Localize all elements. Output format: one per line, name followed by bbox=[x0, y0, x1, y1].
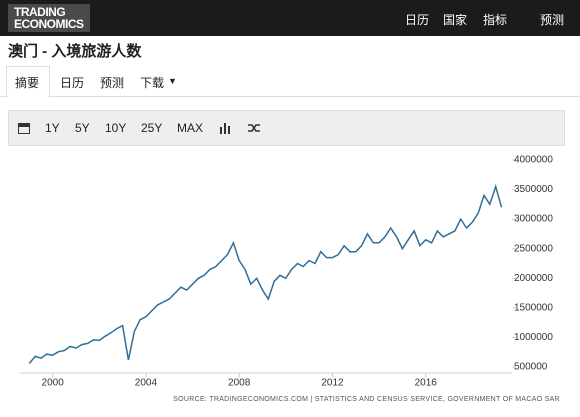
y-tick-label: 3500000 bbox=[514, 184, 553, 195]
y-tick-label: 2500000 bbox=[514, 243, 553, 254]
active-tab bbox=[6, 66, 50, 98]
range-button[interactable]: 1Y bbox=[45, 121, 60, 135]
logo[interactable]: TRADING ECONOMICS bbox=[8, 4, 90, 32]
tabs: 摘要 日历 预测 下载 ▼ bbox=[0, 66, 580, 98]
nav-link[interactable]: 日历 bbox=[405, 13, 430, 27]
shuffle-icon[interactable] bbox=[247, 122, 261, 134]
tab[interactable]: 日历 bbox=[60, 76, 85, 90]
x-tick-label: 2016 bbox=[415, 378, 438, 389]
page-title: 澳门 - 入境旅游人数 bbox=[8, 43, 142, 60]
header: TRADING ECONOMICS 日历 国家 指标 预测 bbox=[0, 0, 580, 36]
toolbar: 1Y 5Y 10Y 25Y MAX bbox=[8, 110, 565, 146]
bar-icon[interactable] bbox=[219, 122, 231, 134]
y-tick-label: 1500000 bbox=[514, 303, 553, 314]
x-tick-label: 2008 bbox=[228, 378, 251, 389]
nav-link[interactable]: 指标 bbox=[483, 13, 508, 27]
tab[interactable]: 下载 bbox=[140, 76, 165, 90]
logo-line: TRADING bbox=[14, 5, 66, 19]
y-tick-label: 500000 bbox=[514, 362, 548, 373]
source-note: SOURCE: TRADINGECONOMICS.COM | STATISTIC… bbox=[173, 396, 560, 403]
range-button[interactable]: MAX bbox=[177, 121, 204, 135]
tab[interactable]: 预测 bbox=[100, 76, 125, 90]
y-tick-label: 3000000 bbox=[514, 214, 553, 225]
nav-link[interactable]: 国家 bbox=[443, 13, 468, 27]
data-line bbox=[28, 184, 503, 364]
nav-link[interactable]: 预测 bbox=[540, 13, 565, 27]
range-button[interactable]: 25Y bbox=[141, 121, 163, 135]
calendar-icon[interactable] bbox=[17, 121, 31, 135]
tab[interactable]: 摘要 bbox=[15, 76, 40, 90]
range-button[interactable]: 5Y bbox=[75, 121, 90, 135]
y-tick-label: 2000000 bbox=[514, 273, 553, 284]
x-tick-label: 2012 bbox=[321, 378, 344, 389]
x-tick-label: 2000 bbox=[42, 378, 65, 389]
logo-line: ECONOMICS bbox=[14, 17, 84, 31]
x-tick-label: 2004 bbox=[135, 378, 158, 389]
y-tick-label: 1000000 bbox=[514, 332, 553, 343]
range-button[interactable]: 10Y bbox=[105, 121, 127, 135]
y-tick-label: 4000000 bbox=[514, 155, 553, 166]
dropdown-caret[interactable]: ▼ bbox=[168, 76, 177, 86]
